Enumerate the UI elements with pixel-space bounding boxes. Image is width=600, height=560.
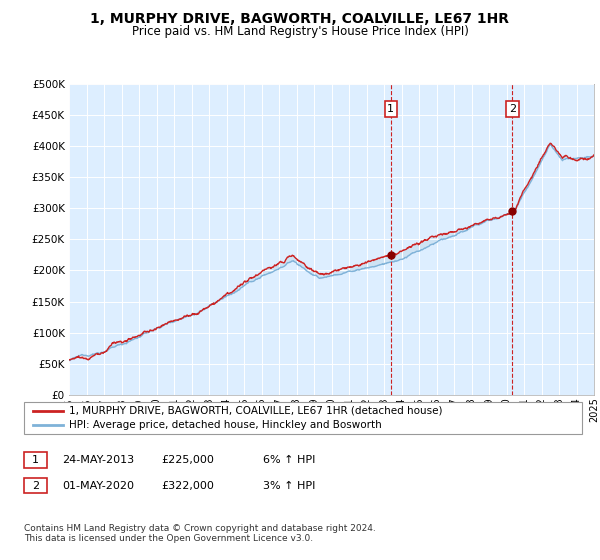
- Text: HPI: Average price, detached house, Hinckley and Bosworth: HPI: Average price, detached house, Hinc…: [69, 420, 382, 430]
- Text: 3% ↑ HPI: 3% ↑ HPI: [263, 480, 315, 491]
- Text: 6% ↑ HPI: 6% ↑ HPI: [263, 455, 315, 465]
- Text: £225,000: £225,000: [161, 455, 214, 465]
- Text: £322,000: £322,000: [161, 480, 214, 491]
- Text: 24-MAY-2013: 24-MAY-2013: [62, 455, 134, 465]
- Text: 1, MURPHY DRIVE, BAGWORTH, COALVILLE, LE67 1HR: 1, MURPHY DRIVE, BAGWORTH, COALVILLE, LE…: [91, 12, 509, 26]
- Text: 1, MURPHY DRIVE, BAGWORTH, COALVILLE, LE67 1HR (detached house): 1, MURPHY DRIVE, BAGWORTH, COALVILLE, LE…: [69, 405, 443, 416]
- Text: 2: 2: [509, 104, 516, 114]
- Text: Contains HM Land Registry data © Crown copyright and database right 2024.
This d: Contains HM Land Registry data © Crown c…: [24, 524, 376, 543]
- Text: Price paid vs. HM Land Registry's House Price Index (HPI): Price paid vs. HM Land Registry's House …: [131, 25, 469, 38]
- Text: 1: 1: [32, 455, 39, 465]
- Text: 1: 1: [388, 104, 394, 114]
- Text: 2: 2: [32, 480, 39, 491]
- Text: 01-MAY-2020: 01-MAY-2020: [62, 480, 134, 491]
